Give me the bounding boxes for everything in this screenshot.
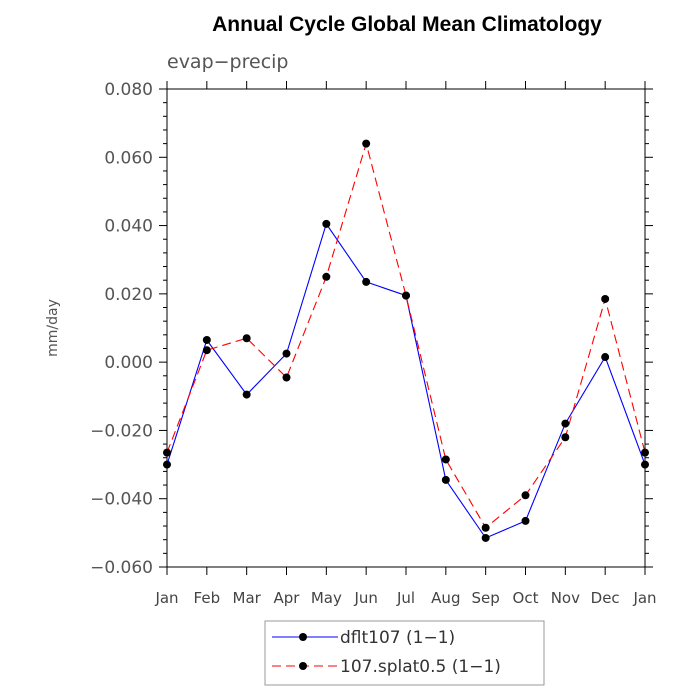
data-point-series-1: [242, 334, 251, 343]
x-tick-label: Jun: [353, 589, 377, 607]
x-tick-label: Apr: [274, 589, 301, 607]
legend-box: [264, 620, 545, 686]
x-tick-label: Dec: [591, 589, 620, 607]
data-point-series-0: [561, 419, 570, 428]
y-tick-label: −0.060: [90, 558, 153, 578]
x-tick-labels: Jan Feb Mar Apr May Jun Jul Aug Sep Oct Nov Dec Jan: [154, 589, 656, 607]
chart-subtitle: evap−precip: [167, 51, 289, 73]
y-axis-title: mm/day: [45, 299, 61, 357]
chart-title: Annual Cycle Global Mean Climatology: [212, 13, 602, 36]
data-point-series-0: [202, 335, 211, 344]
plot-frame: [166, 88, 646, 568]
y-tick-label: −0.020: [90, 421, 153, 441]
data-point-series-1: [641, 448, 649, 457]
data-point-series-0: [163, 460, 171, 469]
data-point-series-1: [282, 373, 291, 382]
x-tick-label: Jul: [396, 589, 415, 607]
y-tick-label: 0.000: [104, 353, 153, 373]
y-tick-labels: −0.060 −0.040 −0.020 0.000 0.020 0.040 0.060 0.…: [90, 80, 153, 578]
y-tick-label: −0.040: [90, 490, 153, 510]
y-tick-label: 0.020: [104, 285, 153, 305]
y-tick-label: 0.060: [104, 148, 153, 168]
data-point-series-1: [202, 346, 211, 355]
axis-ticks: [159, 81, 653, 575]
data-point-series-1: [601, 294, 610, 303]
data-point-series-0: [441, 475, 450, 484]
y-tick-label: 0.040: [104, 217, 153, 237]
data-point-series-1: [362, 139, 371, 148]
data-point-series-0: [601, 353, 610, 362]
x-tick-label: Feb: [194, 589, 221, 607]
data-point-series-1: [322, 272, 331, 281]
series-line-1: [166, 141, 646, 529]
x-tick-label: Aug: [431, 589, 460, 607]
data-point-series-0: [481, 533, 490, 542]
legend-label-series-0: dflt107 (1−1): [340, 628, 455, 648]
data-point-series-1: [441, 455, 450, 464]
x-tick-label: Sep: [472, 589, 500, 607]
legend-marker-series-1: [299, 662, 307, 670]
data-point-series-1: [521, 491, 530, 500]
data-point-series-0: [521, 516, 530, 525]
x-tick-label: Jan: [632, 589, 656, 607]
data-point-series-0: [362, 277, 371, 286]
legend-label-series-1: 107.splat0.5 (1−1): [340, 657, 501, 677]
x-tick-label: Oct: [513, 589, 539, 607]
legend-marker-series-0: [299, 633, 307, 641]
data-point-series-1: [163, 448, 171, 457]
y-tick-label: 0.080: [104, 80, 153, 100]
data-point-series-0: [282, 349, 291, 358]
x-tick-label: May: [311, 589, 342, 607]
data-point-series-1: [561, 433, 570, 442]
data-point-series-1: [402, 291, 410, 300]
series-group: [163, 139, 649, 542]
x-tick-label: Mar: [233, 589, 262, 607]
x-tick-label: Jan: [154, 589, 178, 607]
x-tick-label: Nov: [551, 589, 580, 607]
data-point-series-0: [322, 219, 331, 228]
data-point-series-0: [641, 460, 649, 469]
data-point-series-0: [242, 390, 251, 399]
series-line-0: [166, 222, 646, 539]
data-point-series-1: [481, 523, 490, 532]
legend: dflt107 (1−1) 107.splat0.5 (1−1): [264, 620, 545, 686]
